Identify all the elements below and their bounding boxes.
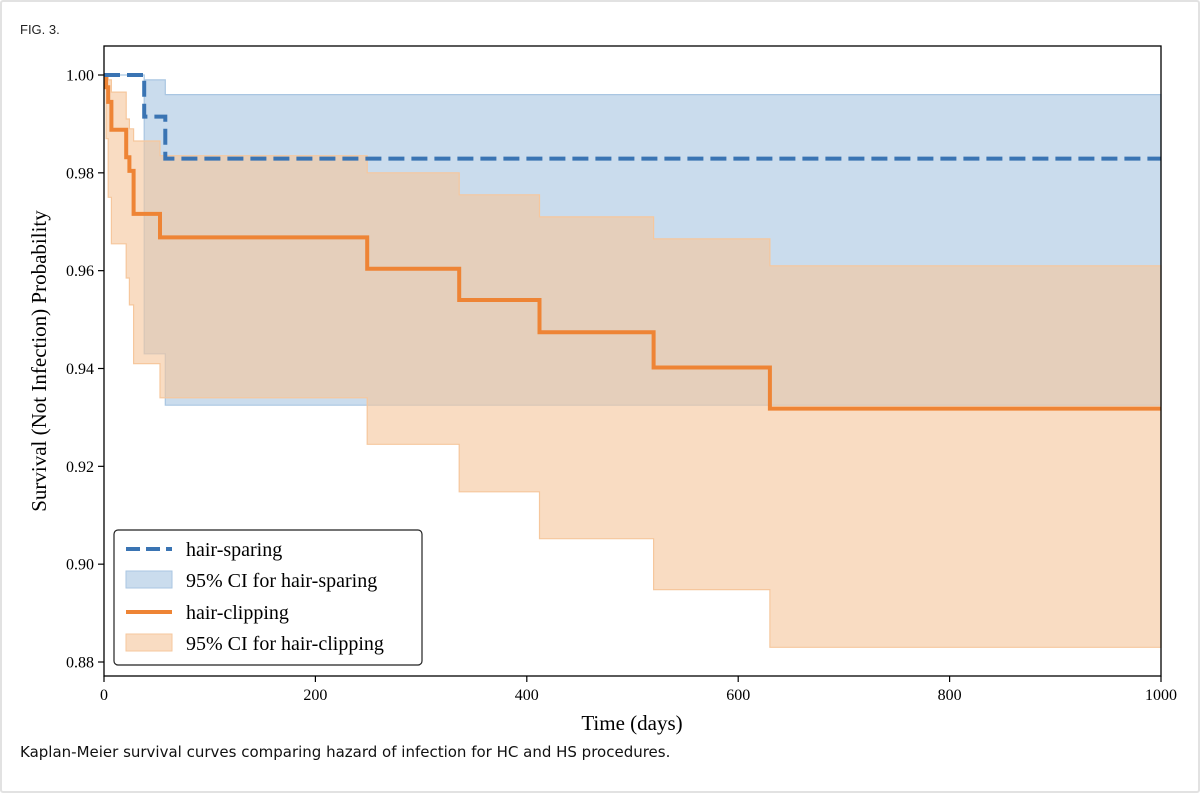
y-tick-label: 1.00 xyxy=(66,68,94,85)
y-tick-label: 0.90 xyxy=(66,557,94,574)
km-survival-chart: 0 200 400 600 800 1000 0.880.900.920.940.960.… xyxy=(27,45,1177,735)
figure-label: FIG. 3. xyxy=(20,22,60,37)
legend-swatch-ci-hair-clipping xyxy=(125,633,173,652)
x-tick-label: 800 xyxy=(938,687,962,704)
legend-swatch-ci-hair-sparing xyxy=(125,570,173,589)
x-tick-label: 400 xyxy=(515,687,539,704)
y-tick-label: 0.94 xyxy=(66,361,94,378)
y-axis-ticks: 0.88 0.90 0.92 0.94 0.96 0.98 1.00 xyxy=(66,68,104,672)
y-tick-label: 0.92 xyxy=(66,459,94,476)
survival-line-hair-sparing xyxy=(104,73,1161,161)
y-axis-label: Survival (Not Infection) Probability xyxy=(27,210,51,512)
survival-line-hair-clipping xyxy=(104,73,1161,411)
legend-label-ci-hair-clipping: 95% CI for hair-clipping xyxy=(186,633,384,655)
legend-box xyxy=(113,529,423,666)
x-tick-label: 1000 xyxy=(1145,687,1177,704)
legend-label-hair-sparing: hair-sparing xyxy=(186,539,282,561)
x-tick-label: 0 xyxy=(100,687,108,704)
legend: hair-sparing 95% CI for hair-sparing hai… xyxy=(113,529,423,666)
survival-lines xyxy=(104,73,1161,411)
legend-label-ci-hair-sparing: 95% CI for hair-sparing xyxy=(186,570,377,592)
x-tick-label: 200 xyxy=(303,687,327,704)
plot-frame xyxy=(103,45,1162,677)
x-axis-label: Time (days) xyxy=(581,711,682,735)
figure-caption: Kaplan-Meier survival curves comparing h… xyxy=(20,743,671,761)
y-tick-label: 0.88 xyxy=(66,655,94,672)
x-axis-ticks: 0 200 400 600 800 1000 xyxy=(100,676,1177,704)
x-tick-label: 600 xyxy=(726,687,750,704)
legend-label-hair-clipping: hair-clipping xyxy=(186,602,289,624)
y-tick-label: 0.98 xyxy=(66,165,94,182)
y-tick-label: 0.96 xyxy=(66,263,94,280)
